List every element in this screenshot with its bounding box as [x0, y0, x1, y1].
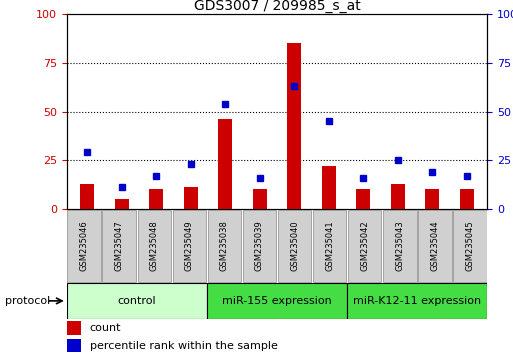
Text: GSM235042: GSM235042: [360, 221, 369, 272]
FancyBboxPatch shape: [418, 210, 451, 282]
FancyBboxPatch shape: [172, 210, 206, 282]
FancyBboxPatch shape: [243, 210, 277, 282]
Text: GSM235039: GSM235039: [255, 221, 264, 272]
FancyBboxPatch shape: [348, 210, 382, 282]
Text: percentile rank within the sample: percentile rank within the sample: [90, 341, 278, 350]
Bar: [357, 189, 370, 209]
Bar: [460, 189, 473, 209]
FancyBboxPatch shape: [207, 283, 347, 319]
Bar: [219, 119, 232, 209]
Title: GDS3007 / 209985_s_at: GDS3007 / 209985_s_at: [193, 0, 361, 13]
Bar: [322, 166, 336, 209]
Text: GSM235038: GSM235038: [220, 221, 229, 272]
Text: count: count: [90, 323, 122, 333]
Text: protocol: protocol: [5, 296, 50, 306]
Text: GSM235048: GSM235048: [150, 221, 159, 272]
FancyBboxPatch shape: [67, 339, 82, 352]
Bar: [253, 189, 267, 209]
Text: miR-155 expression: miR-155 expression: [222, 296, 332, 306]
FancyBboxPatch shape: [313, 210, 346, 282]
FancyBboxPatch shape: [453, 210, 487, 282]
Bar: [287, 44, 301, 209]
Text: GSM235044: GSM235044: [430, 221, 439, 272]
Text: GSM235043: GSM235043: [395, 221, 404, 272]
Bar: [184, 188, 198, 209]
FancyBboxPatch shape: [278, 210, 311, 282]
FancyBboxPatch shape: [103, 210, 136, 282]
Text: GSM235041: GSM235041: [325, 221, 334, 272]
Text: miR-K12-11 expression: miR-K12-11 expression: [353, 296, 481, 306]
Text: GSM235045: GSM235045: [465, 221, 475, 272]
Text: GSM235046: GSM235046: [80, 221, 89, 272]
Bar: [149, 189, 163, 209]
Bar: [81, 183, 94, 209]
FancyBboxPatch shape: [67, 283, 207, 319]
FancyBboxPatch shape: [383, 210, 417, 282]
Text: GSM235040: GSM235040: [290, 221, 299, 272]
FancyBboxPatch shape: [67, 321, 82, 335]
FancyBboxPatch shape: [208, 210, 241, 282]
FancyBboxPatch shape: [137, 210, 171, 282]
FancyBboxPatch shape: [67, 210, 101, 282]
Bar: [115, 199, 129, 209]
Text: GSM235047: GSM235047: [115, 221, 124, 272]
Bar: [391, 183, 405, 209]
Text: control: control: [117, 296, 156, 306]
Bar: [425, 189, 439, 209]
FancyBboxPatch shape: [347, 283, 487, 319]
Text: GSM235049: GSM235049: [185, 221, 194, 272]
